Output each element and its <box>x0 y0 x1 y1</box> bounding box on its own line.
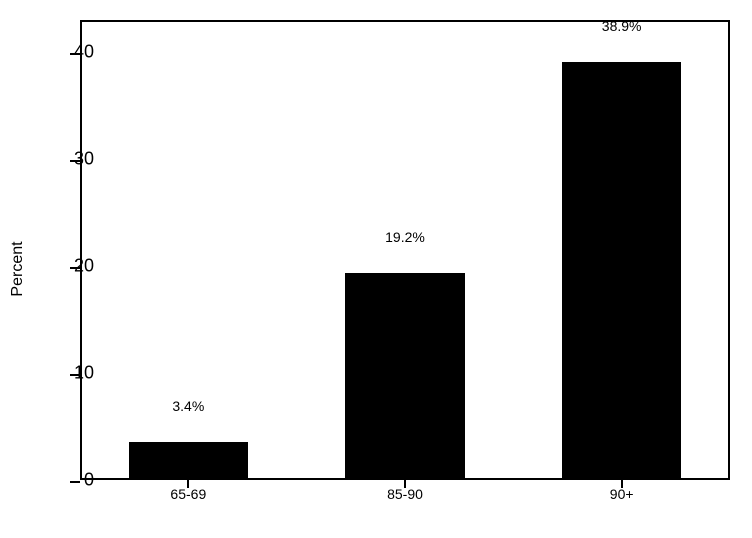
bar <box>129 442 248 478</box>
y-tick-label: 10 <box>54 363 94 384</box>
y-tick-label: 0 <box>54 470 94 491</box>
x-tick-label: 90+ <box>610 486 634 502</box>
x-tick-label: 85-90 <box>387 486 423 502</box>
y-axis-label: Percent <box>9 241 27 296</box>
chart-container: Percent 3.4% 19.2% 38.9% 0 10 20 30 40 65-69 85-… <box>0 0 752 538</box>
y-axis-line <box>80 22 82 480</box>
plot-area: 3.4% 19.2% 38.9% <box>80 20 730 480</box>
bar <box>345 273 464 478</box>
y-tick-label: 30 <box>54 149 94 170</box>
y-tick-label: 20 <box>54 256 94 277</box>
y-tick-label: 40 <box>54 42 94 63</box>
bar-value-label: 19.2% <box>385 229 425 251</box>
bar-value-label: 3.4% <box>172 398 204 420</box>
bar <box>562 62 681 478</box>
bar-value-label: 38.9% <box>602 18 642 40</box>
x-tick-label: 65-69 <box>170 486 206 502</box>
